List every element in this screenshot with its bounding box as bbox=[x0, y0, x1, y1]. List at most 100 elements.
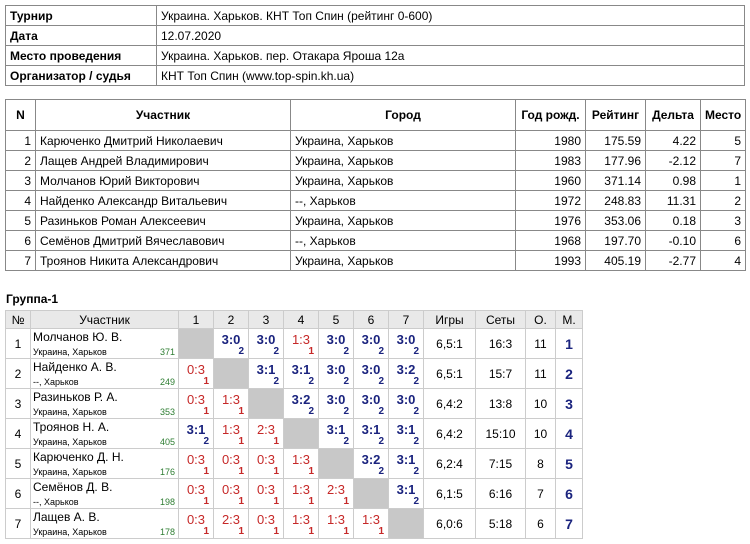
diagonal-cell bbox=[213, 358, 249, 389]
header-cell: 2 bbox=[213, 310, 249, 329]
participant-cell: 1972 bbox=[515, 190, 586, 211]
game-cell: 3:1 2 bbox=[388, 478, 424, 509]
game-score: 3:2 bbox=[361, 452, 381, 467]
game-cell: 0:3 1 bbox=[178, 388, 214, 419]
player-region: --, Харьков bbox=[33, 377, 79, 387]
game-score: 0:3 bbox=[221, 482, 241, 497]
game-cell: 3:0 2 bbox=[388, 328, 424, 359]
header-cell: Участник bbox=[35, 99, 291, 131]
participant-cell: Украина, Харьков bbox=[290, 210, 516, 231]
header-cell: М. bbox=[555, 310, 583, 329]
place: 4 bbox=[555, 418, 583, 449]
header-cell: 7 bbox=[388, 310, 424, 329]
game-score: 3:0 bbox=[396, 332, 416, 347]
points: 7 bbox=[525, 478, 556, 509]
game-points: 2 bbox=[413, 406, 419, 417]
points: 8 bbox=[525, 448, 556, 479]
player-region: Украина, Харьков bbox=[33, 407, 107, 417]
header-row: № Участник 1 2 3 4 5 6 7 Игры Сеты О. М. bbox=[5, 310, 583, 329]
game-points: 2 bbox=[378, 376, 384, 387]
game-cell: 3:0 2 bbox=[353, 358, 389, 389]
game-cell: 0:3 1 bbox=[213, 478, 249, 509]
game-cell: 3:1 2 bbox=[353, 418, 389, 449]
participant-cell: 197.70 bbox=[585, 230, 646, 251]
game-score: 3:0 bbox=[396, 392, 416, 407]
info-label: Турнир bbox=[5, 5, 157, 26]
player-region: Украина, Харьков bbox=[33, 467, 107, 477]
game-score: 3:0 bbox=[361, 362, 381, 377]
game-cell: 3:2 2 bbox=[283, 388, 319, 419]
game-score: 3:1 bbox=[396, 482, 416, 497]
game-points: 2 bbox=[238, 346, 244, 357]
info-row: Место проведения Украина. Харьков. пер. О… bbox=[5, 45, 745, 66]
group-row: 7 Лащев А. В. Украина, Харьков 178 0:3 1 2:3 1 0… bbox=[5, 508, 583, 539]
game-cell: 3:1 2 bbox=[248, 358, 284, 389]
game-points: 2 bbox=[378, 466, 384, 477]
participant-cell: Троянов Никита Александрович bbox=[35, 250, 291, 271]
info-row: Организатор / судья КНТ Топ Спин (www.top… bbox=[5, 65, 745, 86]
game-cell: 3:0 2 bbox=[388, 388, 424, 419]
diagonal-cell bbox=[248, 388, 284, 419]
header-cell: Год рожд. bbox=[515, 99, 586, 131]
participant-cell: 1 bbox=[5, 130, 36, 151]
game-cell: 1:3 1 bbox=[283, 508, 319, 539]
player-cell: Найденко А. В. --, Харьков 249 bbox=[30, 358, 179, 389]
header-cell: Дельта bbox=[645, 99, 701, 131]
game-cell: 1:3 1 bbox=[213, 388, 249, 419]
player-rating: 198 bbox=[159, 497, 175, 507]
group-row: 2 Найденко А. В. --, Харьков 249 0:3 1 3:1 2 3:1… bbox=[5, 358, 583, 389]
game-points: 1 bbox=[273, 526, 279, 537]
header-cell: 1 bbox=[178, 310, 214, 329]
game-points: 1 bbox=[343, 496, 349, 507]
game-points: 2 bbox=[378, 436, 384, 447]
game-cell: 0:3 1 bbox=[248, 448, 284, 479]
participant-cell: 2 bbox=[700, 190, 746, 211]
game-points: 2 bbox=[413, 466, 419, 477]
game-score: 1:3 bbox=[291, 512, 311, 527]
game-cell: 3:0 2 bbox=[353, 328, 389, 359]
game-score: 1:3 bbox=[221, 392, 241, 407]
participant-cell: 1993 bbox=[515, 250, 586, 271]
diagonal-cell bbox=[353, 478, 389, 509]
sets: 7:15 bbox=[475, 448, 526, 479]
header-row: N Участник Город Год рожд. Рейтинг Дельта Мест… bbox=[5, 99, 746, 131]
participant-cell: 175.59 bbox=[585, 130, 646, 151]
points: 10 bbox=[525, 388, 556, 419]
game-cell: 3:2 2 bbox=[388, 358, 424, 389]
participant-cell: 1983 bbox=[515, 150, 586, 171]
sets: 13:8 bbox=[475, 388, 526, 419]
player-rating: 178 bbox=[159, 527, 175, 537]
game-points: 1 bbox=[308, 526, 314, 537]
game-score: 3:1 bbox=[291, 362, 311, 377]
game-cell: 1:3 1 bbox=[283, 478, 319, 509]
game-cell: 3:0 2 bbox=[248, 328, 284, 359]
participant-cell: 11.31 bbox=[645, 190, 701, 211]
participant-row: 7 Троянов Никита Александрович Украина, Ха… bbox=[5, 250, 746, 271]
game-cell: 1:3 1 bbox=[283, 328, 319, 359]
game-points: 1 bbox=[238, 526, 244, 537]
game-score: 2:3 bbox=[326, 482, 346, 497]
info-value: Украина. Харьков. КНТ Топ Спин (рейтинг … bbox=[156, 5, 745, 26]
game-score: 3:0 bbox=[361, 332, 381, 347]
participant-cell: Карюченко Дмитрий Николаевич bbox=[35, 130, 291, 151]
player-rating: 405 bbox=[159, 437, 175, 447]
player-cell: Троянов Н. А. Украина, Харьков 405 bbox=[30, 418, 179, 449]
game-cell: 2:3 1 bbox=[318, 478, 354, 509]
game-score: 2:3 bbox=[221, 512, 241, 527]
player-name: Молчанов Ю. В. bbox=[33, 330, 123, 344]
header-cell: Город bbox=[290, 99, 516, 131]
info-row: Дата 12.07.2020 bbox=[5, 25, 745, 46]
game-cell: 0:3 1 bbox=[178, 448, 214, 479]
game-cell: 3:0 2 bbox=[213, 328, 249, 359]
game-cell: 3:1 2 bbox=[318, 418, 354, 449]
participant-cell: 3 bbox=[700, 210, 746, 231]
header-cell: 4 bbox=[283, 310, 319, 329]
game-cell: 1:3 1 bbox=[213, 418, 249, 449]
game-score: 3:0 bbox=[221, 332, 241, 347]
game-points: 1 bbox=[308, 346, 314, 357]
participant-cell: 1 bbox=[700, 170, 746, 191]
participant-row: 2 Лащев Андрей Владимирович Украина, Харьк… bbox=[5, 150, 746, 171]
game-points: 1 bbox=[378, 526, 384, 537]
header-cell: 5 bbox=[318, 310, 354, 329]
participant-cell: 4.22 bbox=[645, 130, 701, 151]
